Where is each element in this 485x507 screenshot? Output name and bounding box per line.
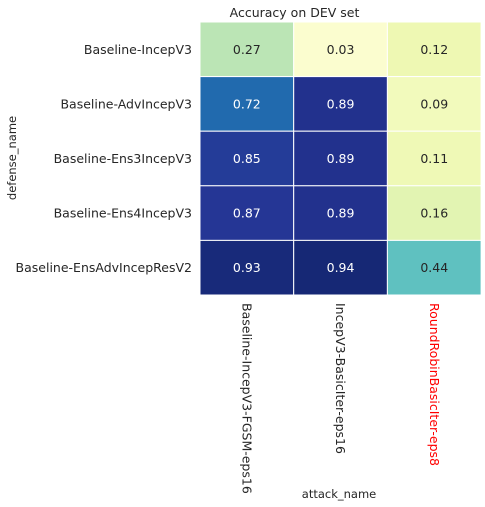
row-tick-label: Baseline-AdvIncepV3 bbox=[60, 96, 192, 111]
heatmap-cell bbox=[293, 239, 388, 296]
row-tick-label: Baseline-IncepV3 bbox=[84, 42, 192, 57]
heatmap-cell bbox=[199, 239, 295, 296]
heatmap-cell bbox=[293, 130, 388, 187]
heatmap-cell bbox=[386, 185, 482, 241]
row-tick-label: Baseline-Ens3IncepV3 bbox=[54, 151, 192, 166]
row-tick-label: Baseline-Ens4IncepV3 bbox=[54, 206, 192, 221]
heatmap-cells bbox=[199, 21, 482, 296]
column-tick-label: IncepV3-BasicIter-eps16 bbox=[333, 303, 348, 454]
x-axis-label: attack_name bbox=[302, 487, 376, 501]
cell-value-label: 0.89 bbox=[327, 206, 355, 221]
cell-value-label: 0.03 bbox=[327, 42, 355, 57]
cell-value-label: 0.12 bbox=[420, 42, 448, 57]
heatmap-cell bbox=[199, 21, 295, 78]
cell-value-label: 0.94 bbox=[327, 260, 355, 275]
cell-value-label: 0.11 bbox=[420, 151, 448, 166]
heatmap-cell bbox=[199, 185, 295, 241]
column-tick-label: RoundRobinBasicIter-eps8 bbox=[427, 303, 442, 466]
cell-value-label: 0.27 bbox=[233, 42, 261, 57]
cell-value-label: 0.85 bbox=[233, 151, 261, 166]
cell-value-label: 0.89 bbox=[327, 96, 355, 111]
heatmap-cell bbox=[386, 21, 482, 78]
heatmap-cell bbox=[293, 21, 388, 78]
cell-value-label: 0.44 bbox=[420, 260, 448, 275]
column-tick-label: Baseline-IncepV3-FGSM-eps16 bbox=[239, 303, 254, 494]
cell-value-label: 0.16 bbox=[420, 206, 448, 221]
heatmap-cell bbox=[386, 239, 482, 296]
cell-value-label: 0.93 bbox=[233, 260, 261, 275]
cell-value-label: 0.89 bbox=[327, 151, 355, 166]
column-tick-labels: Baseline-IncepV3-FGSM-eps16 IncepV3-Basic… bbox=[239, 303, 441, 494]
y-axis-label: defense_name bbox=[5, 116, 19, 200]
row-tick-labels: Baseline-IncepV3 Baseline-AdvIncepV3 Basel… bbox=[16, 42, 192, 275]
row-tick-label: Baseline-EnsAdvIncepResV2 bbox=[16, 260, 192, 275]
chart-title: Accuracy on DEV set bbox=[230, 5, 360, 20]
heatmap-cell bbox=[199, 76, 295, 132]
cell-value-label: 0.87 bbox=[233, 206, 261, 221]
heatmap-cell bbox=[386, 76, 482, 132]
heatmap-cell-labels: 0.27 0.03 0.12 0.72 0.89 0.09 0.85 0.89 0.11 0.87… bbox=[233, 42, 448, 275]
cell-value-label: 0.09 bbox=[420, 96, 448, 111]
cell-value-label: 0.72 bbox=[233, 96, 261, 111]
